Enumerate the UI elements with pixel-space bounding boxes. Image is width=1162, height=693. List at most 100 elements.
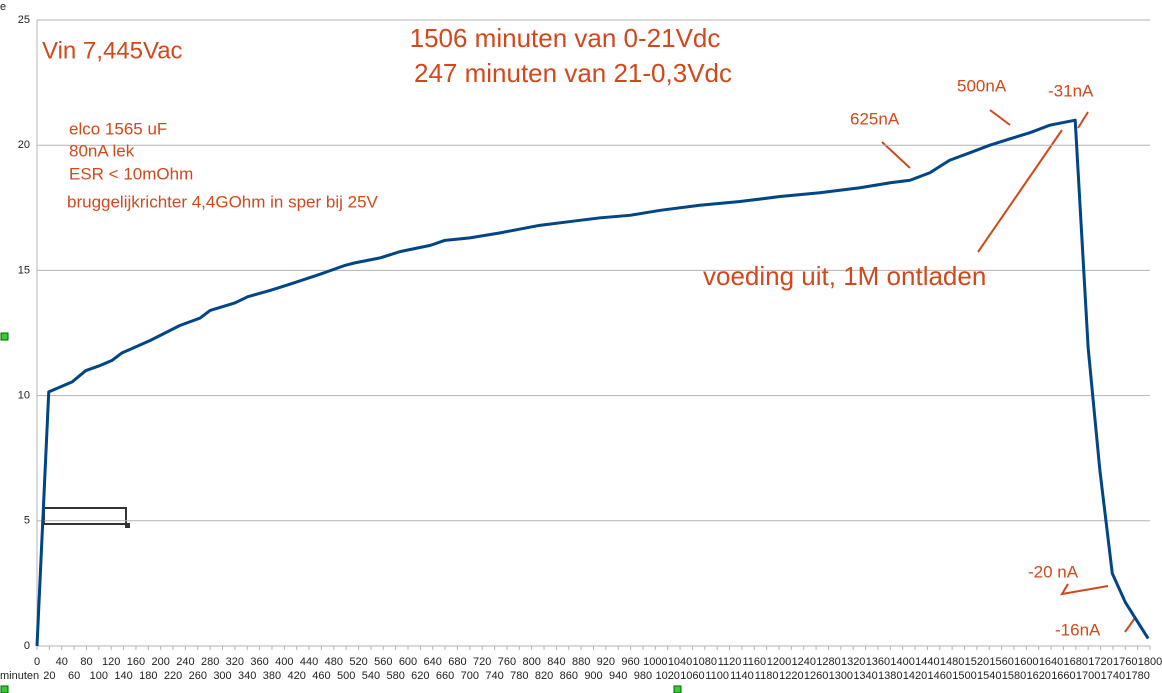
x-tick-label: 1540: [977, 670, 1001, 682]
x-tick-label: 980: [634, 670, 652, 682]
x-tick-label: 1240: [791, 656, 815, 668]
x-tick-label: 160: [127, 656, 145, 668]
x-tick-label: 740: [485, 670, 503, 682]
x-tick-label: 1560: [989, 656, 1013, 668]
annotation: 500nA: [957, 76, 1007, 95]
x-tick-label: 1220: [779, 670, 803, 682]
x-tick-label: 780: [510, 670, 528, 682]
x-tick-label: 960: [621, 656, 639, 668]
x-tick-label: 660: [436, 670, 454, 682]
grid: [37, 19, 1150, 647]
x-tick-label: 1500: [952, 670, 976, 682]
x-tick-label: 680: [448, 656, 466, 668]
x-tick-label: 580: [386, 670, 404, 682]
x-tick-label: 760: [498, 656, 516, 668]
handle: [0, 685, 9, 693]
annotation-line: [1077, 111, 1089, 129]
x-tick-label: 140: [114, 670, 132, 682]
x-tick-label: 1340: [853, 670, 877, 682]
handle: [0, 332, 9, 341]
x-tick-label: 720: [473, 656, 491, 668]
x-tick-label: 320: [226, 656, 244, 668]
x-tick-label: 1100: [705, 670, 729, 682]
x-tick-label: 800: [522, 656, 540, 668]
x-axis-label: minuten: [0, 670, 39, 682]
x-tick-label: 1060: [680, 670, 704, 682]
x-tick-label: 1640: [1039, 656, 1063, 668]
y-tick-label: 0: [24, 640, 30, 652]
x-tick-label: 1040: [668, 656, 692, 668]
x-tick-label: 1680: [1064, 656, 1088, 668]
annotation: -16nA: [1055, 620, 1101, 639]
x-tick-label: 1740: [1101, 670, 1125, 682]
annotation-line: [1060, 583, 1109, 596]
y-axis-label: e: [0, 1, 6, 13]
x-tick-label: 1260: [804, 670, 828, 682]
x-tick-label: 200: [151, 656, 169, 668]
x-tick-label: 340: [238, 670, 256, 682]
x-tick-label: 1320: [841, 656, 865, 668]
x-tick-label: 1700: [1076, 670, 1100, 682]
x-tick-label: 1720: [1088, 656, 1112, 668]
x-tick-label: 0: [34, 656, 40, 668]
annotation: -20 nA: [1028, 562, 1079, 581]
annotation: 80nA lek: [69, 141, 135, 160]
annotation-line: [977, 129, 1063, 253]
x-tick-label: 1400: [890, 656, 914, 668]
x-tick-label: 1200: [767, 656, 791, 668]
x-tick-label: 100: [90, 670, 108, 682]
x-tick-label: 1000: [643, 656, 667, 668]
annotation: elco 1565 uF: [69, 119, 167, 138]
x-tick-label: 640: [424, 656, 442, 668]
x-tick-label: 700: [461, 670, 479, 682]
x-tick-label: 220: [164, 670, 182, 682]
x-tick-label: 1780: [1125, 670, 1149, 682]
x-tick-label: 620: [411, 670, 429, 682]
x-tick-label: 1480: [940, 656, 964, 668]
x-tick-label: 520: [349, 656, 367, 668]
x-tick-label: 440: [300, 656, 318, 668]
annotation: Vin 7,445Vac: [42, 37, 183, 64]
x-tick-label: 1660: [1051, 670, 1075, 682]
annotation-line: [989, 109, 1011, 126]
x-tick-label: 300: [213, 670, 231, 682]
annotation: bruggelijkrichter 4,4GOhm in sper bij 25…: [67, 192, 379, 211]
annotation: -31nA: [1048, 81, 1094, 100]
x-tick-label: 400: [275, 656, 293, 668]
x-tick-label: 540: [362, 670, 380, 682]
x-tick-label: 1020: [655, 670, 679, 682]
x-tick-label: 460: [312, 670, 330, 682]
x-tick-label: 1460: [928, 670, 952, 682]
x-tick-label: 480: [325, 656, 343, 668]
x-tick-label: 1620: [1026, 670, 1050, 682]
annotation-line: [881, 141, 911, 169]
annotation: ESR < 10mOhm: [69, 164, 193, 183]
x-tick-label: 600: [399, 656, 417, 668]
x-tick-label: 240: [176, 656, 194, 668]
y-tick-label: 25: [18, 14, 30, 26]
y-tick-label: 15: [18, 264, 30, 276]
x-tick-label: 1380: [878, 670, 902, 682]
x-tick-label: 1580: [1002, 670, 1026, 682]
x-tick-label: 380: [263, 670, 281, 682]
x-tick-label: 880: [572, 656, 590, 668]
x-tick-label: 420: [288, 670, 306, 682]
x-tick-label: 940: [609, 670, 627, 682]
x-tick-label: 1520: [965, 656, 989, 668]
x-tick-label: 20: [43, 670, 55, 682]
handle: [125, 523, 130, 528]
x-tick-label: 1180: [755, 670, 779, 682]
x-tick-label: 1120: [718, 656, 742, 668]
x-tick-label: 1600: [1014, 656, 1038, 668]
selection-box: [43, 507, 127, 525]
x-tick-label: 1140: [730, 670, 754, 682]
x-tick-label: 260: [189, 670, 207, 682]
x-tick-label: 820: [535, 670, 553, 682]
x-tick-label: 280: [201, 656, 219, 668]
x-tick-label: 360: [250, 656, 268, 668]
y-tick-label: 5: [24, 515, 30, 527]
x-tick-label: 1300: [829, 670, 853, 682]
x-tick-label: 900: [584, 670, 602, 682]
x-tick-label: 60: [68, 670, 80, 682]
